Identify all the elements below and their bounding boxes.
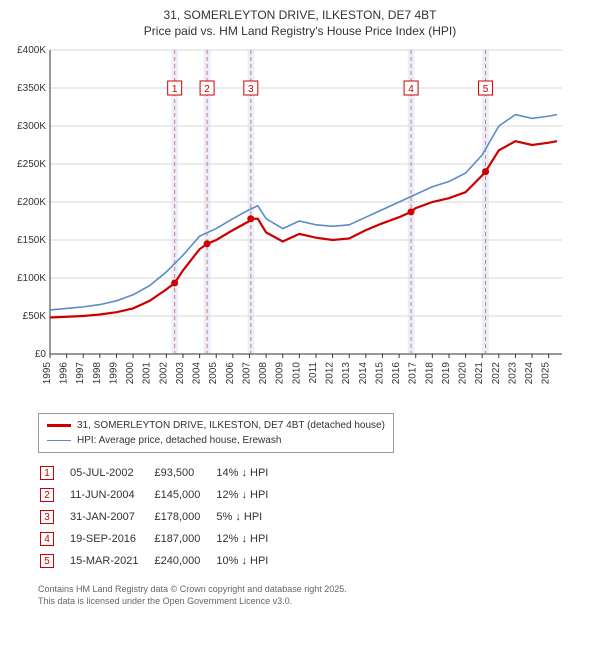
sales-table: 1 05-JUL-2002£93,50014% ↓ HPI 2 11-JUN-2004…	[38, 461, 284, 573]
svg-text:2018: 2018	[424, 362, 435, 385]
sale-delta: 12% ↓ HPI	[216, 485, 282, 505]
svg-text:2012: 2012	[325, 362, 336, 385]
page-title: 31, SOMERLEYTON DRIVE, ILKESTON, DE7 4BT	[8, 8, 592, 22]
svg-text:2003: 2003	[175, 362, 186, 385]
svg-text:2011: 2011	[308, 362, 319, 384]
svg-text:£300K: £300K	[17, 121, 46, 132]
sale-delta: 14% ↓ HPI	[216, 463, 282, 483]
svg-text:1999: 1999	[108, 362, 119, 385]
page-subtitle: Price paid vs. HM Land Registry's House …	[8, 24, 592, 38]
table-row: 2 11-JUN-2004£145,00012% ↓ HPI	[40, 485, 282, 505]
footer-line-1: Contains HM Land Registry data © Crown c…	[38, 583, 592, 595]
svg-text:2019: 2019	[441, 362, 452, 385]
svg-text:2008: 2008	[258, 362, 269, 385]
svg-text:5: 5	[483, 84, 489, 95]
svg-text:£350K: £350K	[17, 83, 46, 94]
svg-text:2009: 2009	[275, 362, 286, 385]
svg-text:2016: 2016	[391, 362, 402, 385]
legend-row: HPI: Average price, detached house, Erew…	[47, 433, 385, 448]
svg-text:2004: 2004	[192, 362, 203, 385]
svg-text:2: 2	[204, 84, 210, 95]
svg-text:£400K: £400K	[17, 45, 46, 56]
svg-text:2000: 2000	[125, 362, 136, 385]
svg-text:2022: 2022	[491, 362, 502, 385]
chart-container: £0 £50K £100K £150K £200K £250K £300K £350K £400…	[8, 44, 592, 407]
sale-marker: 1	[40, 466, 54, 480]
sale-marker: 2	[40, 488, 54, 502]
svg-text:2005: 2005	[208, 362, 219, 385]
table-row: 3 31-JAN-2007£178,0005% ↓ HPI	[40, 507, 282, 527]
svg-text:2010: 2010	[291, 362, 302, 385]
sale-price: £187,000	[154, 529, 214, 549]
sale-marker: 3	[40, 510, 54, 524]
table-row: 5 15-MAR-2021£240,00010% ↓ HPI	[40, 551, 282, 571]
footer: Contains HM Land Registry data © Crown c…	[38, 583, 592, 607]
svg-text:£50K: £50K	[23, 311, 47, 322]
sale-date: 05-JUL-2002	[70, 463, 152, 483]
svg-text:2015: 2015	[374, 362, 385, 385]
svg-text:1997: 1997	[75, 362, 86, 385]
svg-text:2017: 2017	[408, 362, 419, 385]
svg-text:2025: 2025	[541, 362, 552, 385]
sale-date: 31-JAN-2007	[70, 507, 152, 527]
svg-text:2013: 2013	[341, 362, 352, 385]
svg-text:1998: 1998	[92, 362, 103, 385]
legend-swatch	[47, 424, 71, 426]
table-row: 4 19-SEP-2016£187,00012% ↓ HPI	[40, 529, 282, 549]
svg-text:2001: 2001	[142, 362, 153, 385]
legend-row: 31, SOMERLEYTON DRIVE, ILKESTON, DE7 4BT…	[47, 418, 385, 433]
svg-text:2007: 2007	[241, 362, 252, 385]
sale-marker: 5	[40, 554, 54, 568]
sale-price: £178,000	[154, 507, 214, 527]
svg-text:2023: 2023	[507, 362, 518, 385]
footer-line-2: This data is licensed under the Open Gov…	[38, 595, 592, 607]
table-row: 1 05-JUL-2002£93,50014% ↓ HPI	[40, 463, 282, 483]
sale-date: 15-MAR-2021	[70, 551, 152, 571]
sale-delta: 12% ↓ HPI	[216, 529, 282, 549]
sale-price: £240,000	[154, 551, 214, 571]
legend-swatch	[47, 440, 71, 442]
legend-label: 31, SOMERLEYTON DRIVE, ILKESTON, DE7 4BT…	[77, 418, 385, 433]
svg-text:2006: 2006	[225, 362, 236, 385]
sale-price: £93,500	[154, 463, 214, 483]
svg-text:£200K: £200K	[17, 197, 46, 208]
svg-text:2020: 2020	[458, 362, 469, 385]
svg-text:3: 3	[248, 84, 254, 95]
sale-delta: 10% ↓ HPI	[216, 551, 282, 571]
svg-text:2002: 2002	[158, 362, 169, 385]
sale-date: 19-SEP-2016	[70, 529, 152, 549]
svg-text:1995: 1995	[42, 362, 53, 385]
svg-text:£0: £0	[35, 349, 47, 360]
sale-date: 11-JUN-2004	[70, 485, 152, 505]
svg-text:£150K: £150K	[17, 235, 46, 246]
legend: 31, SOMERLEYTON DRIVE, ILKESTON, DE7 4BT…	[38, 413, 394, 453]
price-chart: £0 £50K £100K £150K £200K £250K £300K £350K £400…	[8, 44, 568, 404]
svg-text:1996: 1996	[59, 362, 70, 385]
svg-text:£250K: £250K	[17, 159, 46, 170]
svg-text:£100K: £100K	[17, 273, 46, 284]
svg-text:1: 1	[172, 84, 178, 95]
legend-label: HPI: Average price, detached house, Erew…	[77, 433, 281, 448]
sale-marker: 4	[40, 532, 54, 546]
svg-text:2024: 2024	[524, 362, 535, 385]
svg-text:4: 4	[408, 84, 414, 95]
sale-delta: 5% ↓ HPI	[216, 507, 282, 527]
svg-text:2021: 2021	[474, 362, 485, 385]
svg-text:2014: 2014	[358, 362, 369, 385]
sale-price: £145,000	[154, 485, 214, 505]
